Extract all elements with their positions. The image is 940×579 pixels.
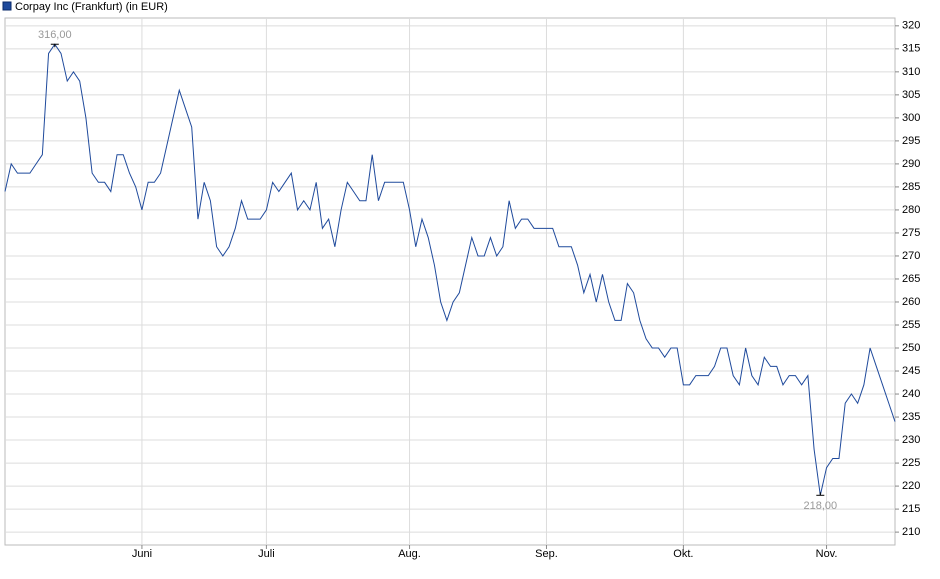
y-tick-label: 230 (902, 434, 920, 446)
legend-label: Corpay Inc (Frankfurt) (in EUR) (15, 1, 168, 13)
x-tick-label: Juni (132, 548, 152, 560)
y-tick-label: 280 (902, 204, 920, 216)
y-tick-label: 300 (902, 112, 920, 124)
x-tick-label: Sep. (535, 548, 558, 560)
y-tick-label: 305 (902, 89, 920, 101)
x-tick-label: Juli (258, 548, 275, 560)
y-tick-label: 260 (902, 296, 920, 308)
y-tick-label: 315 (902, 43, 920, 55)
y-tick-label: 285 (902, 181, 920, 193)
y-tick-label: 275 (902, 227, 920, 239)
y-tick-label: 310 (902, 66, 920, 78)
x-tick-label: Nov. (816, 548, 838, 560)
y-tick-label: 290 (902, 158, 920, 170)
y-tick-label: 235 (902, 411, 920, 423)
plot-area (4, 17, 896, 546)
y-tick-label: 220 (902, 480, 920, 492)
y-tick-label: 250 (902, 342, 920, 354)
y-tick-label: 225 (902, 457, 920, 469)
y-tick-label: 265 (902, 273, 920, 285)
price-line (4, 43, 896, 496)
annotation: 218,00 (803, 500, 837, 512)
legend-swatch (2, 1, 12, 11)
y-tick-label: 255 (902, 319, 920, 331)
y-tick-label: 215 (902, 503, 920, 515)
annotation: 316,00 (38, 29, 72, 41)
y-tick-label: 295 (902, 135, 920, 147)
y-tick-label: 210 (902, 526, 920, 538)
y-tick-label: 240 (902, 388, 920, 400)
x-tick-label: Aug. (398, 548, 421, 560)
y-tick-label: 245 (902, 365, 920, 377)
x-tick-label: Okt. (673, 548, 693, 560)
y-tick-label: 270 (902, 250, 920, 262)
y-tick-label: 320 (902, 20, 920, 32)
